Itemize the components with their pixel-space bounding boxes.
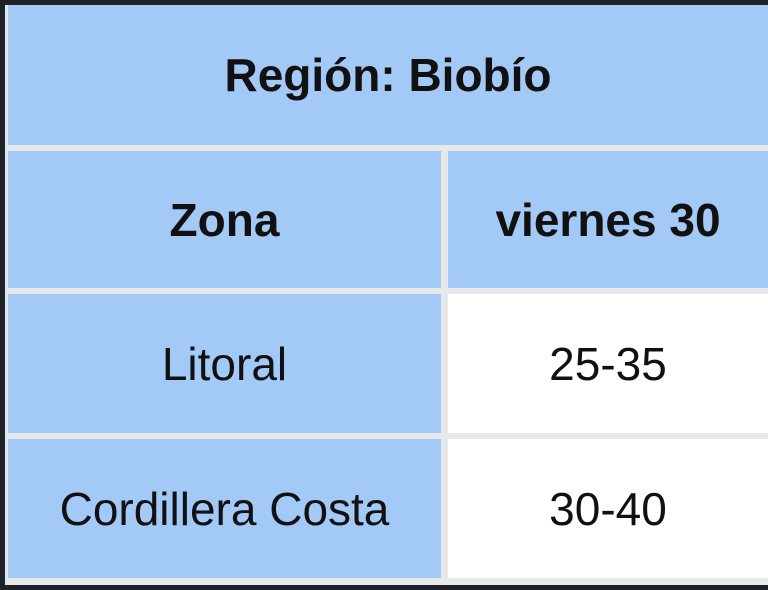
value-cell: 30-40 [448,439,768,578]
zone-cell: Cordillera Costa [8,439,441,578]
header-cell: viernes 30 [448,151,768,288]
table-title: Región: Biobío [8,5,768,145]
value-cell: 25-35 [448,294,768,433]
zone-cell: Litoral [8,294,441,433]
table: Región: Biobío Zona viernes 30 Litoral 2… [5,5,768,585]
header-cell: Zona [8,151,441,288]
